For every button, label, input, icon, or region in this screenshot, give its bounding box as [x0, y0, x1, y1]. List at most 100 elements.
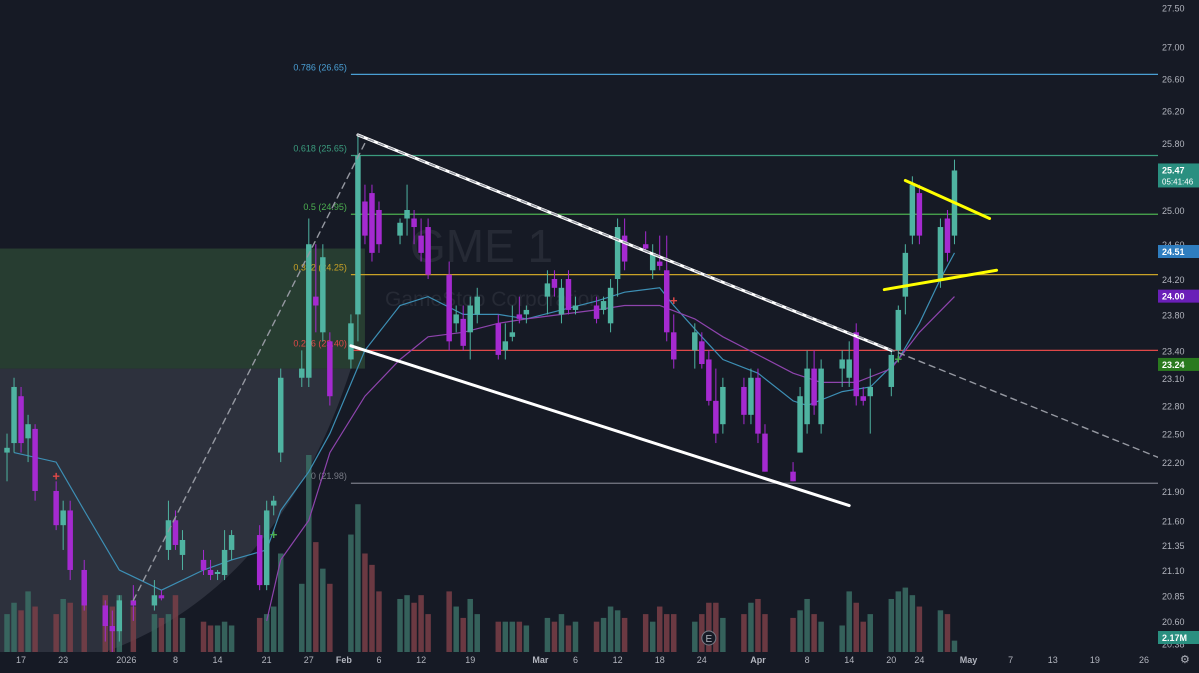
candle: [671, 314, 677, 369]
volume-bar: [607, 606, 614, 652]
candle-body: [397, 222, 403, 236]
candle: [4, 433, 10, 482]
x-tick-label: 27: [304, 655, 314, 665]
candle-body: [4, 447, 10, 453]
candle: [221, 530, 228, 581]
candle: [811, 350, 817, 415]
volume-bar: [60, 598, 66, 652]
y-tick-label: 20.38: [1162, 640, 1185, 650]
volume-bar: [221, 621, 228, 652]
candle-body: [804, 368, 810, 425]
candle-body: [460, 318, 466, 346]
volume-bar: [306, 455, 312, 652]
candle: [818, 359, 824, 434]
candle-body: [600, 301, 607, 310]
highlight-zone-0: [0, 248, 365, 369]
volume-bar: [509, 621, 516, 652]
volume-bar: [25, 591, 31, 652]
candle-body: [376, 209, 382, 245]
candle: [804, 350, 810, 434]
y-tick-label: 23.40: [1162, 346, 1185, 356]
trendline-channel-upper-extension: [357, 134, 1159, 459]
candle-body: [158, 595, 165, 599]
candle: [642, 231, 649, 253]
candle-body: [355, 155, 361, 315]
volume-bar: [572, 621, 579, 652]
candle-body: [25, 424, 31, 439]
candle-body: [944, 218, 951, 253]
candle: [411, 209, 417, 245]
candle: [713, 368, 719, 444]
candle-body: [256, 535, 263, 586]
candle: [151, 580, 158, 611]
candle: [18, 386, 24, 453]
volume-scale-label: 2.17M: [1162, 633, 1187, 643]
volume-bar: [348, 534, 354, 652]
x-tick-label: 18: [655, 655, 665, 665]
candle: [516, 296, 523, 324]
candle-body: [109, 626, 116, 632]
candle-body: [720, 386, 726, 425]
candle: [200, 549, 207, 575]
candle: [909, 176, 916, 245]
candle-body: [411, 218, 417, 228]
candle-body: [565, 279, 572, 310]
candle-body: [214, 571, 221, 574]
volume-bar: [867, 614, 873, 652]
x-tick-label: 19: [465, 655, 475, 665]
volume-bar: [502, 621, 509, 652]
candle-body: [228, 535, 235, 550]
candle-body: [32, 428, 38, 491]
candle: [397, 218, 403, 245]
candle: [888, 350, 895, 397]
candle: [376, 201, 382, 253]
candle-body: [474, 296, 480, 315]
y-tick-label: 22.80: [1162, 402, 1185, 412]
volume-bar: [909, 595, 916, 652]
candle-body: [453, 314, 459, 324]
candle-body: [404, 209, 410, 219]
y-tick-label: 25.80: [1162, 139, 1185, 149]
price-badge-3: [1158, 357, 1199, 371]
candle-body: [207, 569, 214, 575]
candle-body: [607, 287, 614, 324]
candle-body: [516, 314, 523, 319]
candle-body: [18, 396, 24, 444]
candle-body: [179, 539, 186, 555]
volume-bar: [699, 614, 705, 652]
volume-bar: [671, 614, 677, 652]
trendline-pennant-lower: [882, 268, 999, 292]
candle: [755, 368, 761, 444]
candle-body: [418, 235, 424, 253]
volume-bar: [4, 614, 10, 652]
candle: [306, 218, 312, 387]
volume-bar: [523, 625, 530, 652]
candle-body: [558, 287, 565, 315]
candle: [404, 184, 410, 236]
x-axis-panel: [0, 652, 1199, 668]
candle-body: [902, 252, 909, 297]
volume-bar: [853, 602, 859, 652]
y-tick-label: 20.60: [1162, 617, 1185, 627]
volume-bar: [656, 606, 663, 652]
candle: [446, 261, 452, 351]
volume-bar: [544, 617, 551, 652]
candle: [109, 610, 116, 652]
candle-body: [11, 386, 17, 444]
price-badge-text: 23.24: [1162, 360, 1185, 370]
fib-label-0.236: 0.236 (23.40): [293, 338, 347, 348]
volume-bar: [621, 617, 628, 652]
candle: [551, 270, 558, 297]
candle: [425, 218, 431, 280]
settings-icon[interactable]: ⚙: [1180, 654, 1190, 666]
volume-bar: [397, 598, 403, 652]
candle-body: [748, 377, 754, 415]
volume-bar: [797, 610, 803, 652]
x-tick-label: 6: [376, 655, 381, 665]
candle: [937, 218, 944, 288]
candle-body: [362, 201, 368, 236]
candle: [797, 386, 803, 453]
volume-bar: [720, 617, 726, 652]
